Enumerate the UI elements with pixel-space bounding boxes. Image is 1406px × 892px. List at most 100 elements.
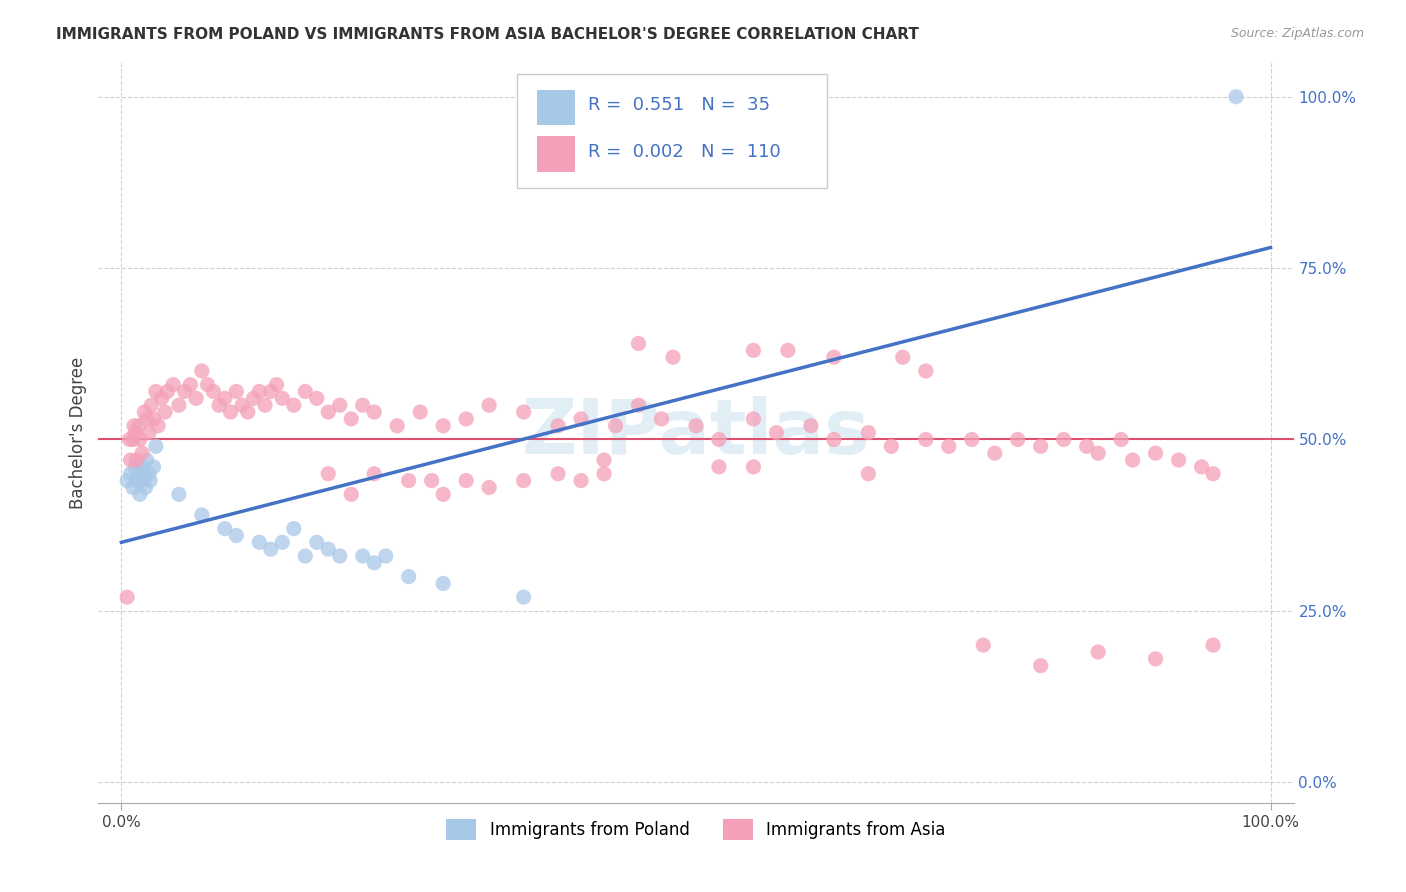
Point [316,405,339,419]
Point [512,590,534,604]
Point [236,405,259,419]
Point [1144,652,1167,666]
Point [173,384,195,399]
Point [138,467,160,481]
Point [138,425,160,440]
Point [118,433,141,447]
Point [120,453,142,467]
Point [374,549,396,563]
Point [707,459,730,474]
Point [125,453,148,467]
Point [305,392,328,406]
Point [214,522,236,536]
Point [914,364,936,378]
Point [128,487,150,501]
Point [352,398,374,412]
Point [363,467,385,481]
Point [605,418,627,433]
Legend: Immigrants from Poland, Immigrants from Asia: Immigrants from Poland, Immigrants from … [440,813,952,847]
Point [134,405,156,419]
Point [115,474,138,488]
Point [129,474,152,488]
Point [1225,89,1247,103]
Point [150,392,173,406]
Point [197,377,219,392]
Point [1087,446,1109,460]
Point [294,549,316,563]
Point [271,392,294,406]
Point [260,384,283,399]
Point [363,405,385,419]
Point [593,467,616,481]
Point [662,350,685,364]
Point [1087,645,1109,659]
Point [247,384,270,399]
Point [398,569,420,583]
Point [627,398,650,412]
Point [247,535,270,549]
Point [191,364,214,378]
Point [202,384,225,399]
Point [242,392,264,406]
Point [1144,446,1167,460]
Point [650,412,672,426]
Point [420,474,443,488]
Point [271,535,294,549]
Point [547,418,569,433]
Point [283,398,305,412]
Point [115,590,138,604]
Point [880,439,903,453]
Point [1122,453,1144,467]
Point [1202,638,1225,652]
Point [179,377,201,392]
Text: Source: ZipAtlas.com: Source: ZipAtlas.com [1230,27,1364,40]
Point [340,412,363,426]
Point [1202,467,1225,481]
Point [1053,433,1076,447]
Point [128,418,150,433]
Point [1167,453,1189,467]
Point [294,384,316,399]
Point [742,343,765,358]
FancyBboxPatch shape [537,136,575,172]
Point [142,459,165,474]
Point [316,467,339,481]
Text: R =  0.002   N =  110: R = 0.002 N = 110 [589,143,782,161]
Point [742,459,765,474]
Point [432,576,454,591]
Point [823,350,845,364]
Point [984,446,1007,460]
Point [398,474,420,488]
Point [409,405,432,419]
Point [254,398,277,412]
Point [707,433,730,447]
Text: ZIPatlas: ZIPatlas [522,396,870,469]
Point [340,487,363,501]
Point [128,433,150,447]
Point [122,480,145,494]
Point [145,439,167,453]
Point [135,480,157,494]
Point [134,467,156,481]
Point [512,474,534,488]
Point [231,398,253,412]
Point [225,384,247,399]
Point [478,398,501,412]
Point [225,528,247,542]
Point [184,392,207,406]
Point [1109,433,1132,447]
Point [363,556,385,570]
Point [1029,439,1052,453]
Point [1076,439,1098,453]
FancyBboxPatch shape [517,73,827,188]
Point [385,418,409,433]
Point [593,453,616,467]
Point [214,392,236,406]
Point [162,377,184,392]
Point [547,467,569,481]
Point [858,467,880,481]
Point [972,638,994,652]
Point [685,418,707,433]
Point [167,398,190,412]
Point [124,425,146,440]
